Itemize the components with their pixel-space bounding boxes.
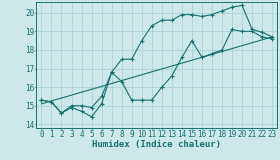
X-axis label: Humidex (Indice chaleur): Humidex (Indice chaleur) xyxy=(92,140,221,149)
